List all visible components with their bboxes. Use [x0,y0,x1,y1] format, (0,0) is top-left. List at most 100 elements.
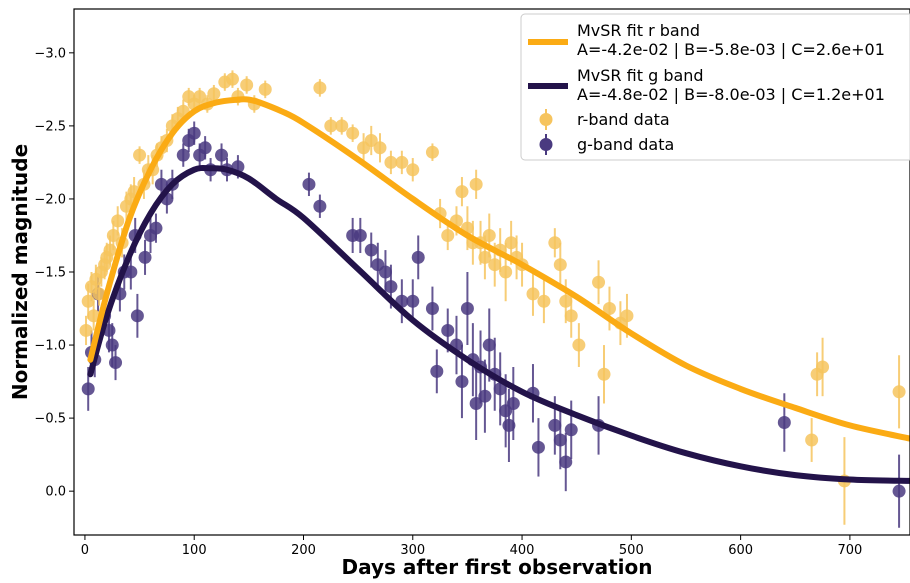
g-band-data-point [302,177,316,191]
x-tick-label: 0 [81,543,89,558]
g-band-data-point [430,364,444,378]
legend-g-data-marker [539,138,553,151]
r-band-data-point [499,265,513,279]
r-band-data-point [504,236,518,250]
y-tick-label: −1.0 [34,339,66,354]
x-tick-label: 100 [182,543,207,558]
y-axis-title: Normalized magnitude [8,144,32,400]
y-tick-label: −2.0 [34,192,66,207]
r-band-data-point [335,119,349,133]
x-tick-label: 700 [837,543,862,558]
r-band-data-point [455,185,469,199]
g-band-data-point [81,382,95,396]
r-band-data-point [373,141,387,155]
r-band-data-point [488,258,502,272]
r-band-data-point [526,287,540,301]
r-band-data-point [597,367,611,381]
fit-lines-layer [87,96,910,484]
g-band-data-point [215,148,229,162]
g-band-data-point [892,484,906,498]
r-band-data-point [892,385,906,399]
g-band-data-point [378,265,392,279]
g-band-data-point [198,141,212,155]
g-band-data-point [130,309,144,323]
g-band-data-point [553,433,567,447]
g-band-data-point [777,415,791,429]
r-band-data-point [240,78,254,92]
legend-g-fit-params: A=-4.8e-02 | B=-8.0e-03 | C=1.2e+01 [577,85,885,104]
x-tick-label: 300 [400,543,425,558]
r-band-data-point [133,148,147,162]
r-band-data-point [111,214,125,228]
legend-r-fit-params: A=-4.2e-02 | B=-5.8e-03 | C=2.6e+01 [577,40,885,59]
g-band-data-point [531,440,545,454]
g-band-data-point [502,418,516,432]
r-band-data-point [559,294,573,308]
y-tick-label: −0.5 [34,412,66,427]
g-band-data-point [411,250,425,264]
r-band-data-point [258,82,272,96]
r-band-data-point [346,126,360,140]
x-tick-label: 400 [510,543,535,558]
r-band-data-point [469,177,483,191]
legend-g-fit-label: MvSR fit g band [577,66,704,85]
g-band-data-point [154,177,168,191]
g-band-data-point [564,423,578,437]
y-tick-label: −3.0 [34,46,66,61]
g-band-data-point [425,302,439,316]
legend: MvSR fit r band A=-4.2e-02 | B=-5.8e-03 … [520,13,910,161]
r-band-data-point [106,228,120,242]
r-band-data-point [395,155,409,169]
r-band-data-point [103,243,117,257]
g-band-data-point [313,199,327,213]
r-band-data-point [406,163,420,177]
g-band-data-point [455,375,469,389]
r-band-data-point [482,228,496,242]
g-band-data-point [559,455,573,469]
r-band-data-point [602,302,616,316]
x-axis-ticks: 0 100 200 300 400 500 600 700 [81,535,862,558]
legend-r-fit-label: MvSR fit r band [577,21,700,40]
r-band-data-point [441,228,455,242]
r-band-data-point [805,433,819,447]
y-axis-ticks: −3.0 −2.5 −2.0 −1.5 −1.0 −0.5 0.0 [34,46,74,500]
g-band-fit-line [87,164,910,484]
x-tick-label: 500 [619,543,644,558]
g-band-data-point [187,126,201,140]
g-band-data-point [460,302,474,316]
r-band-data-point [87,309,101,323]
g-band-data-point [149,221,163,235]
r-band-data-point [92,287,106,301]
r-band-data-point [537,294,551,308]
r-band-data-point [324,119,338,133]
g-band-data-point [482,338,496,352]
x-tick-label: 600 [728,543,753,558]
r-band-data-point [553,258,567,272]
r-band-data-point [384,155,398,169]
x-axis-title: Days after first observation [342,555,653,579]
r-band-data-point [548,236,562,250]
legend-box [520,13,910,161]
g-band-data-point [353,228,367,242]
r-band-data-point [313,81,327,95]
g-band-data-point [493,382,507,396]
r-band-data-point [225,72,239,86]
g-band-data-point [124,265,138,279]
g-band-data-point [469,397,483,410]
r-band-fit-line [87,96,910,442]
legend-g-data-label: g-band data [577,135,674,154]
y-tick-label: −2.5 [34,119,66,134]
g-band-data-point [441,323,455,337]
r-band-data-point [564,309,578,323]
r-band-data-point [620,309,634,323]
r-band-data-point [425,145,439,159]
g-band-data-point [105,338,119,352]
g-band-data-point [109,356,123,370]
g-band-data-point [176,148,190,162]
r-band-data-point [816,360,830,374]
g-band-data-point [548,418,562,432]
r-band-data-point [572,338,586,352]
g-band-data-point [138,250,152,264]
g-band-data-point [364,243,378,257]
